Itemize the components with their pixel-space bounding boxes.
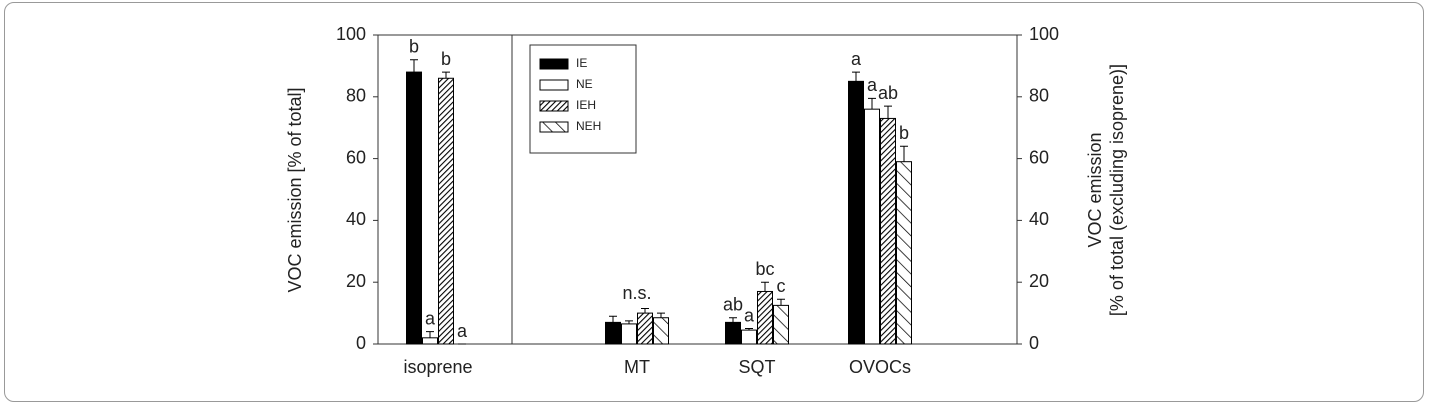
bar (725, 321, 741, 345)
error-bar (426, 331, 434, 338)
y-axis-label: VOC emission [% of total] (285, 87, 305, 292)
bar (864, 108, 880, 345)
significance-letter: a (851, 49, 862, 69)
significance-letter: a (744, 305, 755, 325)
y2-tick-label: 40 (1029, 209, 1049, 229)
y2-tick-label: 60 (1029, 147, 1049, 167)
y2-axis-label: VOC emission (1085, 132, 1105, 247)
bar (773, 304, 789, 345)
error-bar (852, 71, 860, 82)
legend-swatch (539, 58, 569, 70)
x-tick-label: OVOCs (849, 357, 911, 377)
bar (653, 317, 669, 345)
y2-axis-label: [% of total (excluding isoprene)] (1107, 64, 1127, 316)
significance-letter: a (867, 75, 878, 95)
legend: IE NE IEH NEH (529, 44, 637, 154)
bar (848, 80, 864, 345)
significance-letter: b (409, 36, 419, 56)
bar (741, 329, 757, 345)
x-tick-label: MT (624, 357, 650, 377)
group-label: n.s. (622, 283, 651, 303)
legend-label: NEH (576, 119, 601, 133)
significance-letter: a (425, 308, 436, 328)
y-tick-label: 40 (346, 209, 366, 229)
error-bar (884, 105, 892, 119)
bar (605, 321, 621, 345)
error-bar (745, 328, 753, 331)
significance-letter: a (457, 321, 468, 341)
legend-swatch (539, 121, 569, 133)
bar (896, 161, 912, 345)
y2-tick-label: 20 (1029, 271, 1049, 291)
legend-label: IE (576, 56, 587, 70)
bar (406, 71, 422, 345)
error-bar (641, 307, 649, 314)
error-bar (609, 315, 617, 323)
legend-label: NE (576, 77, 593, 91)
significance-letter: b (899, 123, 909, 143)
error-bar (625, 320, 633, 324)
bar (757, 290, 773, 345)
error-bar (777, 298, 785, 306)
x-tick-label: isoprene (403, 357, 472, 377)
significance-letter: ab (723, 294, 743, 314)
error-bar (729, 317, 737, 323)
error-bar (900, 145, 908, 162)
bar (438, 77, 454, 345)
significance-letter: b (441, 49, 451, 69)
y-tick-label: 60 (346, 147, 366, 167)
bar (422, 337, 438, 345)
legend-label: IEH (576, 98, 596, 112)
legend-swatch (539, 79, 569, 91)
y-tick-label: 100 (336, 24, 366, 44)
y2-tick-label: 80 (1029, 86, 1049, 106)
significance-letter: ab (878, 83, 898, 103)
error-bar (657, 312, 665, 318)
error-bar (410, 59, 418, 73)
legend-swatch (539, 100, 569, 112)
y-tick-label: 80 (346, 86, 366, 106)
y-tick-label: 20 (346, 271, 366, 291)
bar (880, 117, 896, 345)
bar (637, 312, 653, 345)
page: {"chart_data": {"type": "bar", "y_label"… (4, 2, 1424, 402)
significance-letter: c (777, 276, 786, 296)
significance-letter: bc (755, 259, 774, 279)
bar (621, 323, 637, 345)
chart: VOC emission [% of total] VOC emission [… (285, 24, 1127, 377)
plot-frame (377, 34, 1018, 345)
y2-tick-label: 0 (1029, 333, 1039, 353)
y-tick-label: 0 (356, 333, 366, 353)
x-tick-label: SQT (738, 357, 775, 377)
error-bar (442, 71, 450, 79)
y2-tick-label: 100 (1029, 24, 1059, 44)
error-bar (761, 281, 769, 292)
error-bar (868, 97, 876, 110)
